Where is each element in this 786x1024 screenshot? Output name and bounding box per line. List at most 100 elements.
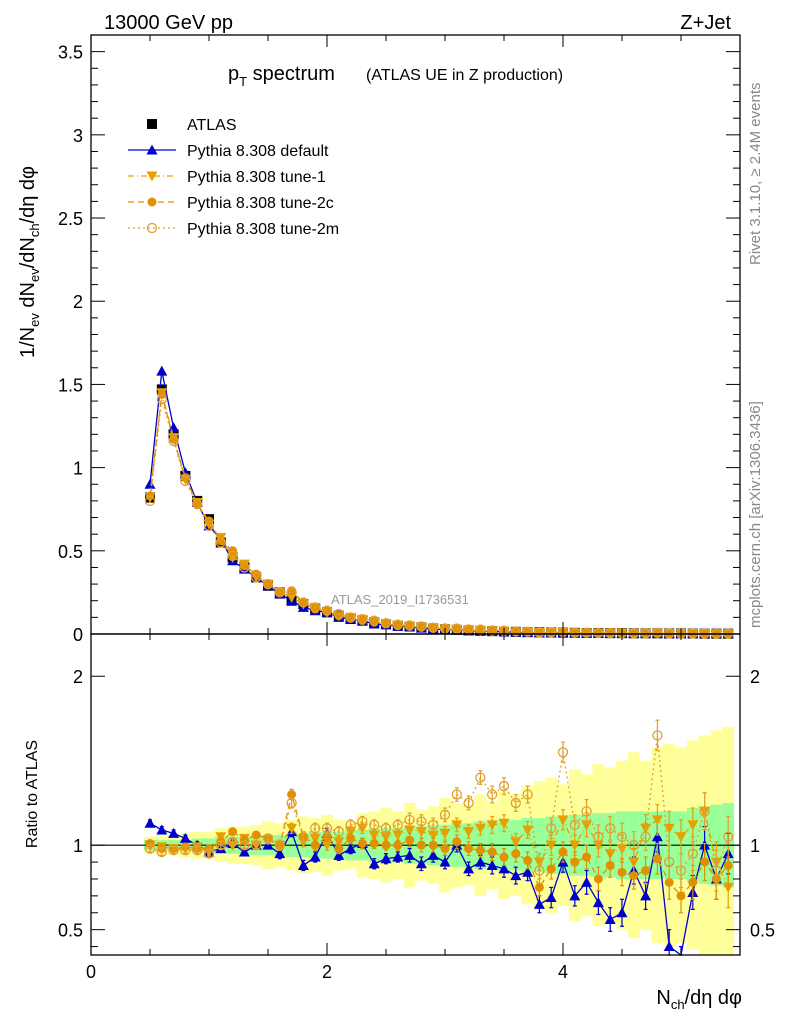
ratio-point-pythia-8-308-tune-2m: [416, 816, 427, 827]
ratio-point-pythia-8-308-tune-2m: [616, 831, 628, 842]
y-tick-label: 3.5: [58, 43, 83, 63]
ratio-point-pythia-8-308-tune-1: [498, 818, 510, 829]
ratio-point-pythia-8-308-tune-2c: [688, 877, 698, 887]
ratio-point-pythia-8-308-default: [581, 876, 593, 887]
x-tick-label: 0: [86, 962, 96, 982]
ratio-point-pythia-8-308-tune-2m: [262, 833, 274, 844]
ratio-point-pythia-8-308-tune-2c: [310, 840, 320, 850]
ratio-point-pythia-8-308-tune-2m: [404, 814, 415, 825]
ratio-point-pythia-8-308-tune-2c: [499, 852, 509, 862]
ratio-point-pythia-8-308-tune-2m: [498, 780, 510, 792]
ratio-point-pythia-8-308-tune-2m: [144, 843, 156, 854]
plot-title: pT spectrum: [228, 63, 335, 89]
plot-title-note: (ATLAS UE in Z production): [366, 67, 563, 84]
data-point-pythia-8-308-tune-2m: [192, 499, 203, 510]
data-point-pythia-8-308-tune-2c: [405, 621, 415, 631]
data-point-pythia-8-308-tune-2m: [487, 625, 498, 636]
ratio-point-pythia-8-308-tune-2m: [203, 848, 215, 859]
ratio-point-pythia-8-308-tune-2m: [380, 823, 392, 834]
data-point-pythia-8-308-tune-2m: [581, 627, 592, 638]
ratio-point-pythia-8-308-default: [404, 849, 416, 860]
ratio-point-pythia-8-308-tune-1: [380, 832, 392, 843]
ratio-point-pythia-8-308-tune-2c: [676, 891, 686, 901]
ratio-point-pythia-8-308-default: [380, 853, 392, 864]
data-point-pythia-8-308-tune-2m: [227, 550, 238, 561]
ratio-point-pythia-8-308-tune-2c: [641, 866, 651, 876]
ratio-point-pythia-8-308-tune-2m: [369, 819, 380, 831]
ratio-point-pythia-8-308-tune-2m: [439, 809, 451, 820]
legend-label-pythia-8-308-tune-2c: Pythia 8.308 tune-2c: [187, 195, 334, 212]
ratio-point-pythia-8-308-tune-2m: [286, 797, 297, 809]
data-point-pythia-8-308-tune-2m: [180, 475, 191, 487]
ratio-point-pythia-8-308-default: [144, 817, 156, 828]
ratio-point-pythia-8-308-tune-2m: [227, 836, 238, 847]
ratio-point-pythia-8-308-tune-2c: [558, 847, 568, 857]
ratio-point-pythia-8-308-tune-2c: [582, 852, 592, 862]
ratio-point-pythia-8-308-tune-2c: [393, 840, 403, 850]
ratio-point-pythia-8-308-tune-1: [309, 833, 321, 844]
ratio-point-pythia-8-308-tune-2c: [369, 838, 379, 848]
data-point-pythia-8-308-tune-2m: [392, 619, 403, 630]
legend-marker-pythia-8-308-tune-2c: [147, 197, 157, 207]
y-tick-label: 2.5: [58, 209, 83, 229]
data-point-pythia-8-308-tune-2c: [192, 499, 202, 509]
data-point-pythia-8-308-tune-2c: [570, 628, 580, 638]
ratio-point-pythia-8-308-default: [179, 832, 191, 843]
ratio-point-pythia-8-308-default: [345, 843, 357, 854]
y-tick-label: 0.5: [58, 542, 83, 562]
ratio-point-pythia-8-308-tune-1: [415, 827, 427, 838]
data-point-pythia-8-308-tune-2m: [593, 627, 604, 639]
ratio-point-pythia-8-308-tune-2m: [522, 789, 533, 800]
legend-label-pythia-8-308-default: Pythia 8.308 default: [187, 143, 329, 160]
ratio-point-pythia-8-308-default: [604, 914, 616, 925]
ratio-point-pythia-8-308-tune-2m: [239, 840, 250, 851]
data-point-pythia-8-308-tune-2m: [451, 623, 462, 634]
ratio-point-pythia-8-308-tune-1: [581, 820, 593, 831]
data-point-pythia-8-308-tune-2m: [522, 626, 533, 637]
ratio-panel-frame: [90, 633, 741, 956]
ratio-point-pythia-8-308-tune-2m: [392, 819, 403, 831]
data-point-pythia-8-308-tune-2m: [369, 615, 380, 626]
data-point-pythia-8-308-tune-2m: [605, 627, 616, 639]
data-point-pythia-8-308-tune-2c: [582, 628, 592, 638]
ratio-point-pythia-8-308-tune-2c: [723, 860, 733, 870]
ratio-y-tick-label-left: 0.5: [58, 921, 83, 941]
data-point-pythia-8-308-tune-2c: [393, 621, 403, 631]
y-axis-label: 1/Nev dNev/dNch/dη dφ: [17, 166, 42, 358]
header-left: 13000 GeV pp: [104, 12, 233, 34]
ratio-y-tick-label-left: 2: [73, 667, 83, 687]
legend-label-pythia-8-308-tune-1: Pythia 8.308 tune-1: [187, 169, 326, 186]
data-point-pythia-8-308-tune-2m: [428, 622, 439, 633]
data-point-pythia-8-308-tune-2c: [546, 628, 556, 638]
ratio-point-pythia-8-308-tune-2m: [487, 789, 498, 800]
ratio-point-pythia-8-308-default: [333, 849, 345, 860]
data-point-pythia-8-308-tune-2m: [286, 587, 297, 598]
ratio-point-pythia-8-308-default: [510, 870, 522, 881]
plot-title-main: p: [228, 63, 239, 85]
ratio-point-pythia-8-308-tune-2m: [664, 856, 675, 868]
ratio-point-pythia-8-308-default: [238, 846, 250, 857]
mcplots-label: mcplots.cern.ch [arXiv:1306.3436]: [747, 401, 764, 628]
ratio-point-pythia-8-308-default: [156, 824, 168, 835]
ratio-point-pythia-8-308-tune-2m: [711, 865, 722, 876]
ratio-point-pythia-8-308-tune-1: [392, 830, 404, 841]
ratio-point-pythia-8-308-tune-2c: [700, 857, 710, 867]
ratio-point-pythia-8-308-tune-2c: [534, 882, 544, 892]
ratio-point-pythia-8-308-tune-2c: [440, 844, 450, 854]
data-point-pythia-8-308-tune-2m: [156, 394, 167, 405]
ratio-point-pythia-8-308-tune-1: [651, 815, 663, 826]
series-line-pythia-8-308-tune-2m: [149, 399, 729, 635]
ratio-point-pythia-8-308-tune-2m: [428, 819, 439, 831]
ratio-point-pythia-8-308-tune-2m: [475, 772, 486, 783]
ratio-point-pythia-8-308-tune-2m: [687, 848, 698, 859]
ratio-point-pythia-8-308-tune-2m: [251, 840, 262, 851]
ratio-y-tick-label-left: 1: [73, 836, 83, 856]
ratio-point-pythia-8-308-tune-1: [404, 825, 416, 836]
ratio-point-pythia-8-308-default: [368, 858, 380, 869]
legend-label-pythia-8-308-tune-2m: Pythia 8.308 tune-2m: [187, 221, 339, 238]
ratio-point-pythia-8-308-tune-1: [463, 827, 475, 838]
ratio-point-pythia-8-308-tune-2c: [629, 871, 639, 881]
data-point-pythia-8-308-tune-2m: [298, 597, 309, 608]
legend-marker-pythia-8-308-tune-1: [146, 171, 158, 182]
